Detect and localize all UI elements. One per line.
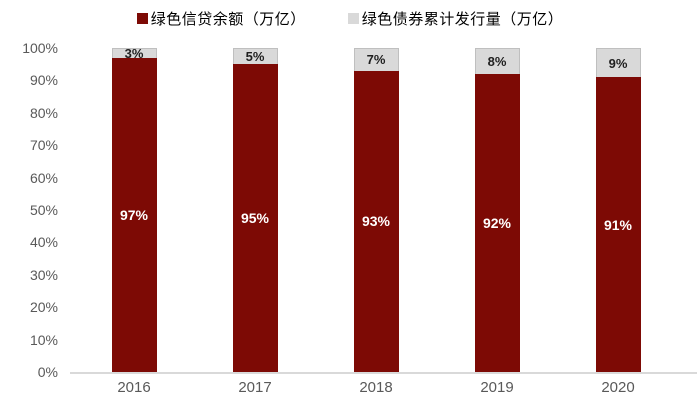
bar-group-2019: 92% 8% (474, 48, 520, 372)
bar-group-2020: 91% 9% (595, 48, 641, 372)
y-axis-tick-label: 10% (29, 331, 58, 348)
bar-segment-green-credit-2018: 93% (353, 70, 399, 372)
bar-segment-green-bond-2018: 7% (353, 48, 399, 71)
legend-label-green-credit: 绿色信贷余额（万亿） (150, 10, 306, 28)
y-axis-tick-label: 20% (29, 299, 58, 316)
legend-item-green-credit: 绿色信贷余额（万亿） (136, 8, 306, 29)
y-axis-tick-label: 50% (29, 202, 58, 218)
x-axis-tick-label: 2020 (601, 379, 635, 396)
bar-group-2016: 97% 3% (111, 47, 157, 372)
legend-swatch-green-credit-icon (136, 12, 148, 24)
bar-segment-green-credit-2019: 92% (474, 73, 520, 372)
bar-group-2018: 93% 7% (353, 48, 399, 372)
bar-segment-green-bond-2016: 3% (111, 47, 157, 60)
y-axis-tick-label: 0% (37, 364, 58, 380)
x-axis-tick-label: 2019 (480, 379, 514, 396)
x-axis-tick-label: 2016 (117, 379, 151, 396)
legend-item-green-bond: 绿色债券累计发行量（万亿） (347, 8, 564, 29)
bar-segment-green-bond-2017: 5% (232, 48, 278, 65)
legend-label-green-bond: 绿色债券累计发行量（万亿） (361, 10, 564, 28)
y-axis-tick-label: 100% (22, 40, 58, 56)
y-axis-tick-label: 60% (29, 169, 58, 186)
bar-segment-green-bond-2020: 9% (595, 48, 641, 78)
bar-segment-green-credit-2016: 97% (111, 57, 157, 372)
y-axis-tick-label: 30% (29, 266, 58, 283)
y-axis-tick-label: 40% (29, 234, 58, 251)
bar-group-2017: 95% 5% (232, 48, 278, 372)
y-axis-tick-label: 70% (29, 137, 58, 154)
bar-segment-green-credit-2017: 95% (232, 64, 278, 372)
y-axis-tick-label: 80% (29, 104, 58, 121)
bar-segment-green-bond-2019: 8% (474, 48, 520, 74)
x-axis-tick-label: 2018 (359, 379, 393, 396)
bar-segment-green-credit-2020: 91% (595, 77, 641, 372)
legend: 绿色信贷余额（万亿） 绿色债券累计发行量（万亿） (0, 6, 700, 30)
plot-area: 97% 3% 2016 95% 5% 2017 93% 7% 2018 92% 8% 2019 91% 9… (70, 47, 697, 396)
y-axis-tick-label: 90% (29, 72, 58, 89)
legend-swatch-green-bond-icon (347, 12, 359, 24)
x-axis-tick-label: 2017 (238, 379, 272, 396)
